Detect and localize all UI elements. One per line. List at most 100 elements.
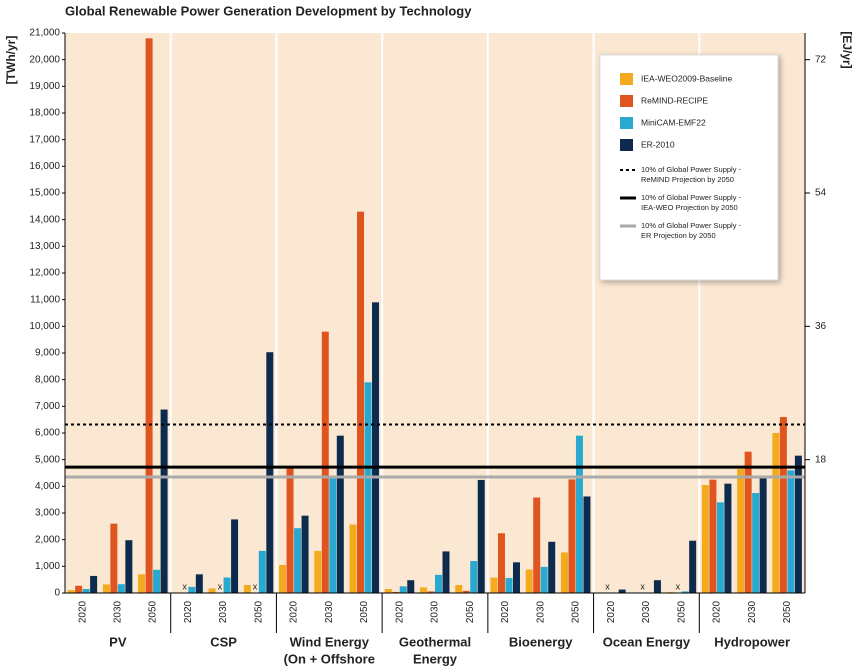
x-tick-label: 2030 bbox=[112, 600, 123, 623]
y-tick-label: 2,000 bbox=[35, 534, 60, 545]
bar bbox=[329, 475, 337, 593]
bar bbox=[794, 455, 802, 593]
bar bbox=[258, 550, 266, 593]
bar bbox=[82, 589, 90, 593]
y-tick-label: 14,000 bbox=[29, 214, 60, 225]
bar bbox=[420, 587, 427, 593]
x-tick-label: 2020 bbox=[394, 600, 405, 623]
panel-background bbox=[382, 33, 488, 593]
y-tick-label: 20,000 bbox=[29, 54, 60, 65]
bar bbox=[286, 467, 294, 593]
group-label: Bioenergy bbox=[509, 634, 573, 649]
bar bbox=[455, 585, 463, 593]
bar bbox=[779, 417, 787, 593]
bar bbox=[67, 590, 75, 593]
bar bbox=[709, 479, 717, 593]
bar bbox=[716, 502, 724, 593]
bar bbox=[321, 331, 329, 593]
x-tick-label: 2030 bbox=[747, 600, 758, 623]
missing-marker: x bbox=[676, 581, 681, 591]
x-tick-label: 2020 bbox=[500, 600, 511, 623]
missing-marker: x bbox=[640, 581, 645, 591]
legend-label: ER Projection by 2050 bbox=[641, 231, 716, 240]
bar bbox=[653, 580, 661, 593]
bar bbox=[512, 562, 520, 593]
missing-marker: x bbox=[218, 581, 223, 591]
bar bbox=[266, 352, 274, 593]
bar bbox=[117, 584, 125, 593]
y-tick-label: 3,000 bbox=[35, 508, 60, 519]
y-tick-label: 4,000 bbox=[35, 481, 60, 492]
bar bbox=[568, 479, 576, 593]
bar bbox=[689, 540, 697, 593]
group-label: Wind Energy bbox=[290, 634, 370, 649]
legend-swatch bbox=[620, 117, 633, 129]
x-tick-label: 2050 bbox=[148, 600, 159, 623]
panel-background bbox=[170, 33, 277, 593]
bar bbox=[583, 496, 591, 593]
chart-title: Global Renewable Power Generation Develo… bbox=[65, 3, 472, 18]
bar bbox=[279, 565, 287, 593]
bar bbox=[392, 591, 400, 593]
x-tick-label: 2020 bbox=[606, 600, 617, 623]
x-tick-label: 2050 bbox=[782, 600, 793, 623]
bar bbox=[505, 578, 513, 593]
bar bbox=[477, 479, 485, 593]
y-tick-label: 8,000 bbox=[35, 374, 60, 385]
bar bbox=[435, 574, 442, 593]
x-tick-label: 2020 bbox=[712, 600, 723, 623]
group-label: CSP bbox=[210, 634, 237, 649]
y-tick-label: 6,000 bbox=[35, 428, 60, 439]
x-tick-label: 2020 bbox=[289, 600, 300, 623]
legend-label: 10% of Global Power Supply - bbox=[641, 193, 742, 202]
y-tick-label: 15,000 bbox=[29, 188, 60, 199]
bar bbox=[372, 302, 380, 593]
bar bbox=[759, 477, 767, 593]
x-tick-label: 2030 bbox=[535, 600, 546, 623]
group-label: Geothermal bbox=[399, 634, 471, 649]
y-tick-label: 11,000 bbox=[30, 294, 60, 305]
legend-label: ReMIND Projection by 2050 bbox=[641, 175, 734, 184]
y-tick-label: 10,000 bbox=[29, 321, 60, 332]
x-tick-label: 2050 bbox=[359, 600, 370, 623]
bar bbox=[399, 586, 407, 593]
group-label: Energy bbox=[413, 651, 458, 666]
missing-marker: x bbox=[182, 581, 187, 591]
group-label: Hydropower bbox=[714, 634, 790, 649]
missing-marker: x bbox=[605, 581, 610, 591]
bar bbox=[470, 561, 478, 593]
y2-tick-label: 54 bbox=[815, 188, 827, 199]
y2-tick-label: 72 bbox=[815, 54, 827, 65]
bar bbox=[575, 435, 583, 593]
bar bbox=[737, 469, 745, 593]
y-tick-label: 16,000 bbox=[29, 161, 60, 172]
bar bbox=[188, 586, 196, 593]
bar bbox=[724, 483, 732, 593]
y-tick-label: 9,000 bbox=[35, 348, 60, 359]
x-tick-label: 2050 bbox=[253, 600, 264, 623]
legend-swatch bbox=[620, 139, 633, 151]
bar bbox=[301, 515, 309, 593]
bar bbox=[384, 589, 392, 593]
bar bbox=[75, 585, 83, 593]
bar bbox=[787, 470, 795, 593]
bar bbox=[681, 591, 689, 593]
bar bbox=[357, 211, 365, 593]
y-tick-label: 21,000 bbox=[29, 28, 60, 39]
legend-label: IEA-WEO2009-Baseline bbox=[641, 73, 732, 83]
bar bbox=[125, 540, 133, 593]
x-tick-label: 2030 bbox=[430, 600, 441, 623]
bar bbox=[160, 409, 168, 593]
bar bbox=[618, 589, 626, 593]
legend-label: 10% of Global Power Supply - bbox=[641, 221, 742, 230]
bar bbox=[349, 524, 357, 593]
bar bbox=[560, 552, 568, 593]
legend-label: 10% of Global Power Supply - bbox=[641, 165, 742, 174]
y-tick-label: 1,000 bbox=[35, 561, 60, 572]
bar bbox=[336, 435, 344, 593]
y2-axis-label: [EJ/yr] bbox=[840, 31, 854, 68]
bar bbox=[490, 577, 498, 593]
y-tick-label: 0 bbox=[54, 588, 60, 599]
bar bbox=[110, 523, 118, 593]
